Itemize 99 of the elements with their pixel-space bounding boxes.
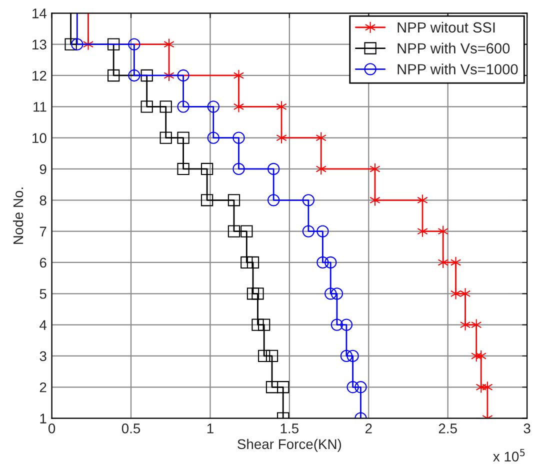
point	[324, 288, 337, 300]
point	[177, 100, 190, 113]
point	[258, 318, 270, 331]
point	[324, 256, 337, 269]
x-tick-label: 0	[48, 424, 56, 434]
point	[316, 162, 326, 176]
point	[228, 225, 240, 238]
point	[450, 256, 462, 269]
y-tick-label: 4	[40, 320, 47, 330]
y-tick-label: 9	[40, 164, 46, 174]
point	[233, 100, 244, 113]
point	[370, 162, 380, 176]
legend-label: NPP with Vs=600	[398, 42, 510, 54]
y-tick-label: 5	[40, 289, 46, 299]
point	[246, 256, 260, 269]
point	[450, 288, 462, 300]
x-tick-label: 1	[207, 424, 214, 434]
y-tick-label: 12	[32, 70, 46, 81]
point	[471, 350, 482, 362]
x-tick-label: 2	[365, 424, 372, 434]
point	[438, 225, 448, 238]
point	[340, 350, 353, 362]
point	[240, 256, 253, 269]
x-tick-label: 3	[524, 424, 530, 434]
point	[64, 38, 77, 50]
point	[330, 288, 344, 300]
point	[302, 194, 315, 206]
point	[268, 162, 280, 176]
legend-label: NPP with Vs=1000	[398, 64, 518, 74]
y-tick-label: 2	[40, 382, 46, 392]
point	[232, 162, 245, 176]
y-tick-label: 14	[32, 8, 47, 18]
x-axis-title: Shear Force(KN)	[238, 438, 342, 452]
point	[482, 381, 493, 394]
point	[164, 69, 174, 82]
point	[277, 381, 290, 394]
point	[476, 381, 486, 394]
point	[258, 350, 270, 362]
point	[177, 132, 190, 144]
point	[108, 38, 120, 50]
y-tick-label: 10	[32, 133, 46, 143]
point	[460, 318, 471, 331]
point	[252, 318, 264, 331]
point	[354, 381, 367, 394]
x-tick-label: 0.5	[122, 424, 140, 434]
point	[340, 318, 353, 331]
y-axis-title: Node No.	[12, 188, 24, 244]
point	[471, 318, 482, 331]
point	[346, 350, 359, 362]
point	[233, 69, 244, 82]
point	[476, 350, 486, 362]
point	[252, 288, 264, 300]
point	[316, 225, 329, 238]
point	[302, 225, 315, 238]
point	[417, 225, 428, 238]
point	[207, 100, 220, 113]
point	[370, 194, 380, 206]
point	[266, 350, 278, 362]
point	[108, 69, 120, 82]
point	[128, 38, 140, 50]
point	[232, 132, 245, 144]
point	[128, 69, 140, 82]
legend-label: NPP witout SSI	[398, 22, 495, 33]
point	[140, 69, 153, 82]
point	[316, 256, 329, 269]
y-tick-label: 1	[40, 414, 46, 424]
point	[164, 38, 174, 50]
point	[160, 100, 172, 113]
x-tick-label: 2.5	[438, 424, 457, 434]
point	[200, 194, 214, 206]
point	[140, 100, 153, 113]
point	[200, 162, 214, 176]
x-tick-label: 1.5	[280, 424, 298, 434]
point	[330, 318, 344, 331]
point	[177, 162, 190, 176]
y-tick-label: 8	[40, 195, 46, 206]
text: x 10$^{5}$	[493, 448, 525, 462]
point	[276, 132, 287, 144]
point	[316, 132, 326, 144]
point	[460, 288, 471, 300]
point	[240, 225, 253, 238]
point	[160, 132, 172, 144]
point	[71, 38, 84, 50]
point	[177, 69, 190, 82]
point	[268, 194, 280, 206]
point	[438, 256, 448, 269]
y-tick-label: 6	[40, 258, 46, 268]
y-tick-label: 3	[40, 351, 46, 362]
point	[207, 132, 220, 144]
y-tick-label: 7	[40, 226, 46, 236]
point	[266, 381, 278, 394]
point	[228, 194, 240, 206]
y-tick-label: 11	[34, 102, 46, 112]
point	[82, 38, 94, 50]
point	[417, 194, 428, 206]
point	[276, 100, 287, 113]
point	[346, 381, 359, 394]
y-tick-label: 13	[32, 40, 46, 50]
point	[246, 288, 260, 300]
